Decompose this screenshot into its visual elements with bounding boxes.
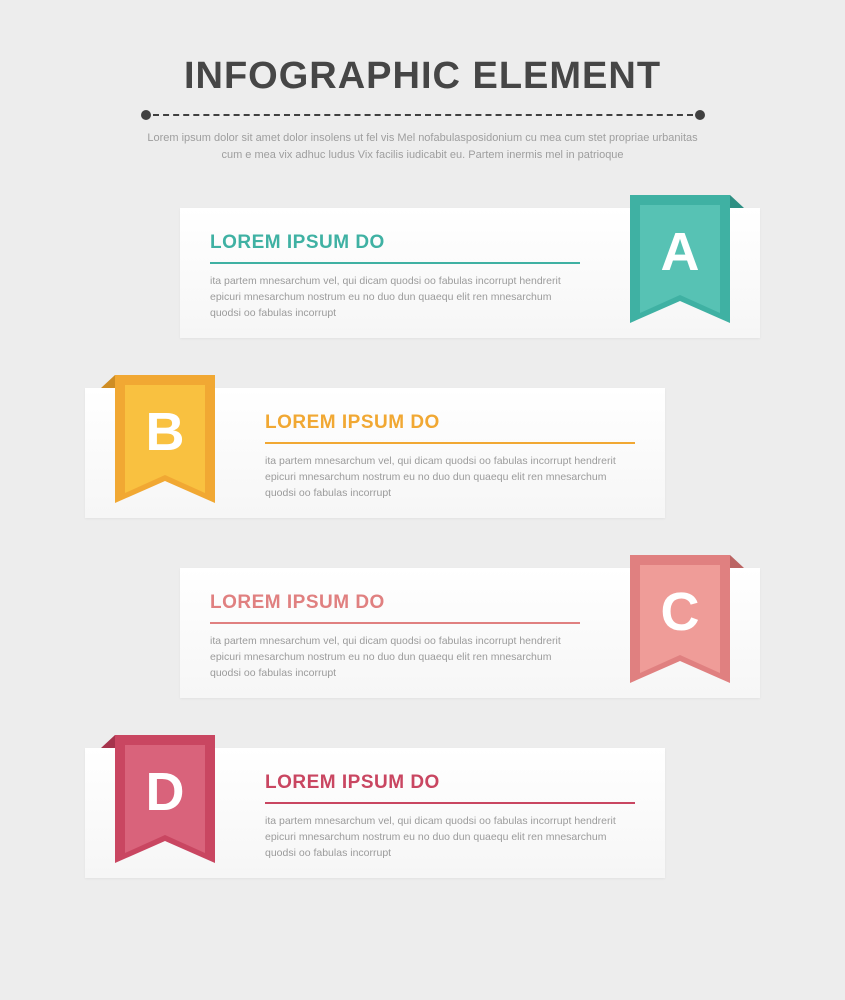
ribbon-fold-icon xyxy=(730,555,744,568)
divider-dot-right xyxy=(695,110,705,120)
info-card-a: LOREM IPSUM DO ita partem mnesarchum vel,… xyxy=(180,208,760,338)
bookmark-ribbon-icon: B xyxy=(115,375,215,503)
ribbon-letter: D xyxy=(115,735,215,850)
card-content: LOREM IPSUM DO ita partem mnesarchum vel,… xyxy=(180,208,610,338)
card-heading: LOREM IPSUM DO xyxy=(265,772,635,804)
bookmark-ribbon-icon: A xyxy=(630,195,730,323)
info-card-d: LOREM IPSUM DO ita partem mnesarchum vel,… xyxy=(85,748,665,878)
card-content: LOREM IPSUM DO ita partem mnesarchum vel,… xyxy=(180,568,610,698)
page-title: INFOGRAPHIC ELEMENT xyxy=(85,55,760,98)
card-body: ita partem mnesarchum vel, qui dicam quo… xyxy=(210,634,580,681)
card-list: LOREM IPSUM DO ita partem mnesarchum vel,… xyxy=(85,208,760,878)
bookmark-ribbon-icon: C xyxy=(630,555,730,683)
card-body: ita partem mnesarchum vel, qui dicam quo… xyxy=(265,814,635,861)
ribbon-fold-icon xyxy=(101,375,115,388)
ribbon-fold-icon xyxy=(730,195,744,208)
bookmark-ribbon-icon: D xyxy=(115,735,215,863)
infographic-container: INFOGRAPHIC ELEMENT Lorem ipsum dolor si… xyxy=(0,0,845,918)
info-card-b: LOREM IPSUM DO ita partem mnesarchum vel,… xyxy=(85,388,665,518)
ribbon-letter: C xyxy=(630,555,730,670)
card-heading: LOREM IPSUM DO xyxy=(265,412,635,444)
ribbon-letter: A xyxy=(630,195,730,310)
ribbon-fold-icon xyxy=(101,735,115,748)
card-body: ita partem mnesarchum vel, qui dicam quo… xyxy=(265,454,635,501)
divider-dashes xyxy=(153,114,693,116)
ribbon-letter: B xyxy=(115,375,215,490)
card-content: LOREM IPSUM DO ita partem mnesarchum vel,… xyxy=(235,748,665,878)
card-heading: LOREM IPSUM DO xyxy=(210,592,580,624)
divider-dot-left xyxy=(141,110,151,120)
info-card-c: LOREM IPSUM DO ita partem mnesarchum vel,… xyxy=(180,568,760,698)
card-heading: LOREM IPSUM DO xyxy=(210,232,580,264)
title-divider xyxy=(85,110,760,120)
card-content: LOREM IPSUM DO ita partem mnesarchum vel,… xyxy=(235,388,665,518)
page-subtitle: Lorem ipsum dolor sit amet dolor insolen… xyxy=(143,130,703,163)
card-body: ita partem mnesarchum vel, qui dicam quo… xyxy=(210,274,580,321)
